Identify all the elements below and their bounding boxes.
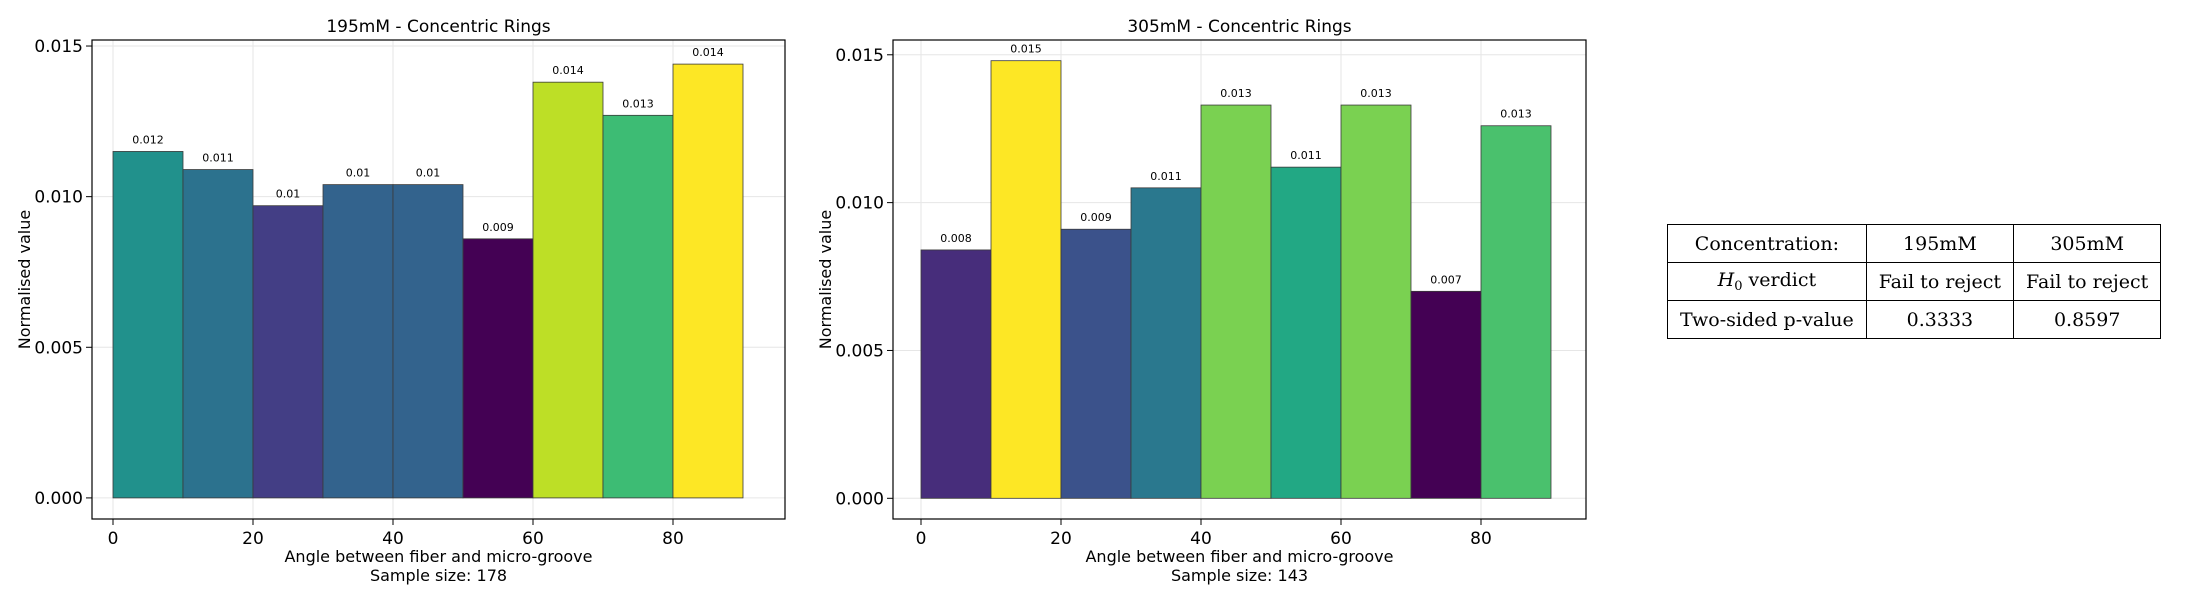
x-tick-label: 80 bbox=[1470, 529, 1492, 549]
sample-size-label: Sample size: 178 bbox=[370, 566, 507, 585]
bar bbox=[1270, 166, 1342, 499]
bar bbox=[182, 169, 254, 499]
bar-value-label: 0.007 bbox=[1430, 273, 1462, 286]
bar-value-label: 0.013 bbox=[1220, 87, 1252, 100]
y-axis-label: Normalised value bbox=[816, 210, 835, 349]
x-axis-label: Angle between fiber and micro-groove bbox=[284, 547, 592, 566]
y-tick-label: 0.015 bbox=[835, 46, 884, 66]
bar-value-label: 0.01 bbox=[346, 167, 371, 180]
bar-value-label: 0.013 bbox=[1500, 108, 1532, 121]
bar bbox=[1200, 104, 1272, 499]
bar bbox=[990, 60, 1062, 499]
h-subscript: 0 bbox=[1734, 279, 1743, 294]
bar bbox=[532, 81, 604, 499]
x-tick-label: 60 bbox=[1330, 529, 1352, 549]
chart-title: 195mM - Concentric Rings bbox=[326, 17, 550, 37]
table-row-pvalue: Two-sided p-value 0.3333 0.8597 bbox=[1667, 300, 2162, 339]
h-symbol: H bbox=[1717, 269, 1735, 291]
bar-value-label: 0.011 bbox=[202, 152, 234, 165]
x-tick-label: 60 bbox=[522, 529, 544, 549]
bar bbox=[1410, 290, 1482, 499]
x-tick-label: 80 bbox=[662, 529, 684, 549]
chart-305mm: 0.008 0.015 0.009 0.011 0.013 0.011 0.013 0.007… bbox=[816, 17, 1587, 585]
stats-table: Concentration: 195mM 305mM H0 verdict Fa… bbox=[1667, 224, 2162, 339]
bar-value-label: 0.008 bbox=[940, 232, 972, 245]
y-tick-label: 0.015 bbox=[34, 37, 83, 57]
bar-value-label: 0.014 bbox=[552, 64, 584, 77]
bar bbox=[1060, 228, 1132, 499]
table-header-195mm: 195mM bbox=[1865, 224, 2015, 263]
bar-value-label: 0.01 bbox=[276, 188, 301, 201]
bar bbox=[462, 238, 534, 499]
bar bbox=[112, 151, 184, 499]
y-tick-label: 0.010 bbox=[835, 194, 884, 214]
bar bbox=[322, 184, 394, 499]
bar-value-label: 0.009 bbox=[1080, 211, 1112, 224]
table-verdict-195mm: Fail to reject bbox=[1865, 262, 2015, 301]
x-tick-label: 40 bbox=[1190, 529, 1212, 549]
table-header-label: Concentration: bbox=[1667, 224, 1867, 263]
table-verdict-305mm: Fail to reject bbox=[2013, 262, 2162, 301]
bar bbox=[1130, 187, 1202, 499]
x-tick-label: 20 bbox=[242, 529, 264, 549]
sample-size-label: Sample size: 143 bbox=[1171, 566, 1308, 585]
y-tick-label: 0.005 bbox=[34, 338, 83, 358]
bar bbox=[920, 249, 992, 499]
y-tick-label: 0.000 bbox=[835, 489, 884, 509]
y-tick-label: 0.005 bbox=[835, 341, 884, 361]
y-tick-label: 0.010 bbox=[34, 188, 83, 208]
bar-value-label: 0.015 bbox=[1010, 43, 1042, 56]
bar bbox=[1340, 104, 1412, 499]
bar bbox=[252, 205, 324, 499]
table-header-row: Concentration: 195mM 305mM bbox=[1667, 224, 2162, 263]
bar-value-label: 0.012 bbox=[132, 133, 164, 146]
verdict-text: verdict bbox=[1742, 269, 1817, 291]
bar-value-label: 0.013 bbox=[622, 97, 654, 110]
x-tick-label: 20 bbox=[1050, 529, 1072, 549]
x-tick-label: 40 bbox=[382, 529, 404, 549]
table-pvalue-label: Two-sided p-value bbox=[1667, 300, 1867, 339]
bar bbox=[1480, 125, 1552, 499]
chart-title: 305mM - Concentric Rings bbox=[1127, 17, 1351, 37]
y-tick-label: 0.000 bbox=[34, 489, 83, 509]
bar bbox=[672, 63, 744, 499]
chart-195mm: 0.012 0.011 0.01 0.01 0.01 0.009 0.014 0.013 0.0… bbox=[15, 17, 786, 585]
bar-value-label: 0.009 bbox=[482, 221, 514, 234]
table-pvalue-195mm: 0.3333 bbox=[1865, 300, 2015, 339]
x-tick-label: 0 bbox=[108, 529, 119, 549]
plot-frame bbox=[91, 39, 786, 520]
bar-value-label: 0.013 bbox=[1360, 87, 1392, 100]
bar bbox=[392, 184, 464, 499]
bar-value-label: 0.011 bbox=[1290, 149, 1322, 162]
bar-value-label: 0.011 bbox=[1150, 170, 1182, 183]
table-header-305mm: 305mM bbox=[2013, 224, 2162, 263]
table-row-verdict: H0 verdict Fail to reject Fail to reject bbox=[1667, 262, 2162, 301]
x-tick-label: 0 bbox=[916, 529, 927, 549]
y-axis-label: Normalised value bbox=[15, 210, 34, 349]
table-pvalue-305mm: 0.8597 bbox=[2013, 300, 2162, 339]
plot-frame bbox=[892, 39, 1587, 520]
bar-value-label: 0.01 bbox=[416, 167, 441, 180]
bar bbox=[602, 114, 674, 499]
x-axis-label: Angle between fiber and micro-groove bbox=[1085, 547, 1393, 566]
bar-value-label: 0.014 bbox=[692, 46, 724, 59]
table-verdict-label: H0 verdict bbox=[1667, 262, 1867, 301]
